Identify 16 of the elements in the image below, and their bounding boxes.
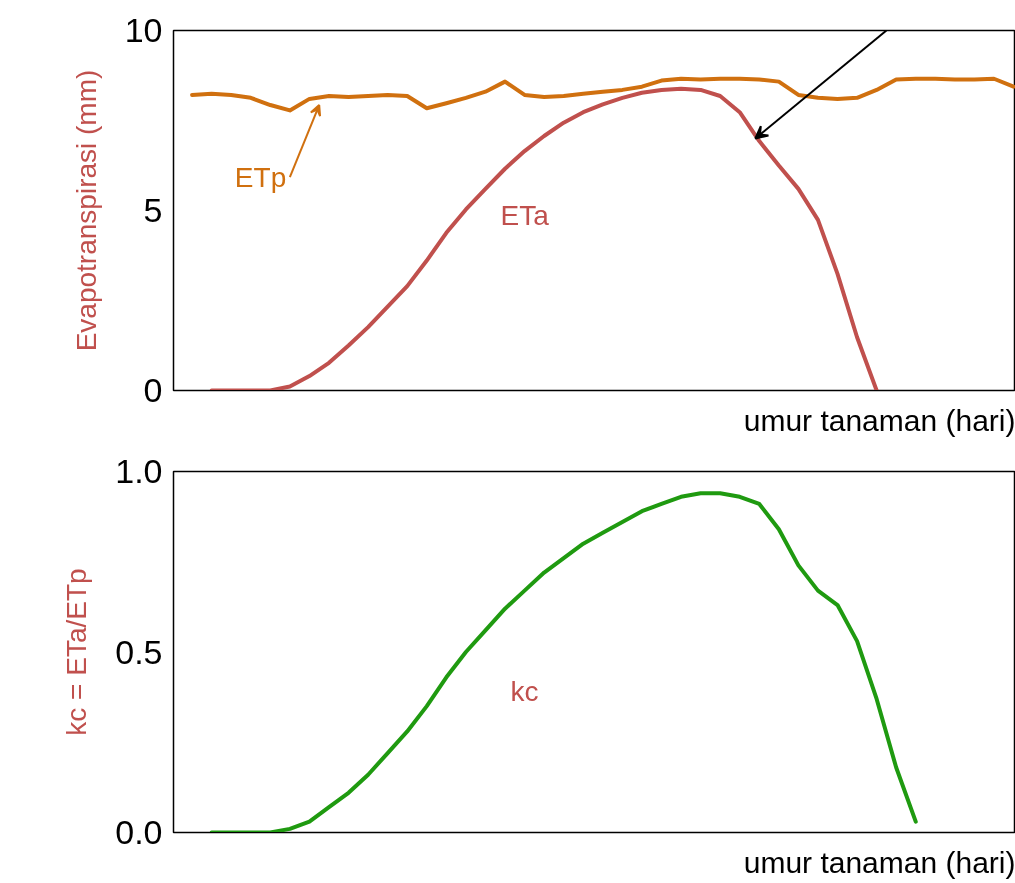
series-label: ETa [500,200,550,232]
series-label: kc [510,676,539,708]
x-axis-title: umur tanaman (hari) [743,403,1015,437]
series-label: ETp [234,161,287,193]
x-axis-title: umur tanaman (hari) [743,845,1015,879]
y-tick-label: 0 [143,371,163,409]
y-tick-label: 0.0 [115,813,163,851]
y-tick-label: 10 [124,11,163,49]
y-tick-label: 1.0 [115,452,163,490]
line-series [209,491,918,833]
line-series [209,86,879,391]
y-axis-title: Evapotranspirasi (mm) [70,69,102,352]
y-tick-label: 0.5 [115,632,163,671]
y-axis-title: kc = ETa/ETp [61,568,93,736]
y-tick-label: 5 [143,191,163,229]
line-series [190,76,1015,113]
